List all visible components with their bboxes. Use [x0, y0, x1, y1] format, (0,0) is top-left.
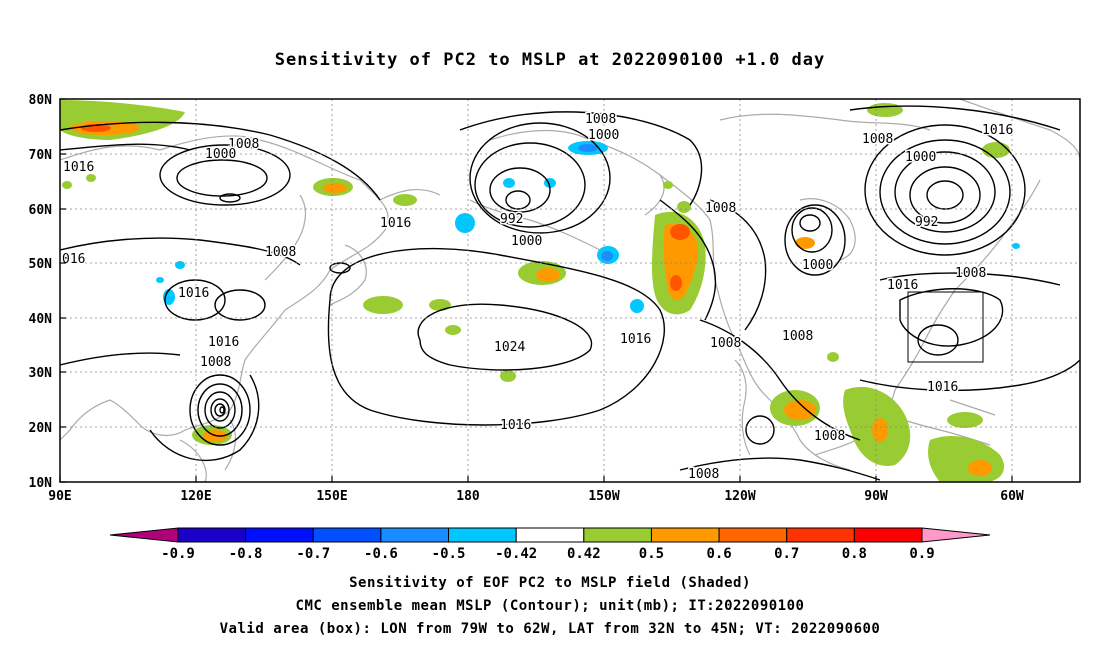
contour-label: 1000 — [802, 258, 833, 273]
colorbar-cell — [312, 527, 382, 543]
contour-label: 1016 — [887, 278, 918, 293]
contour-label: 1000 — [905, 150, 936, 165]
contour-label: 1016 — [620, 332, 651, 347]
contour-label: 1008 — [585, 112, 616, 127]
footer-line-2: CMC ensemble mean MSLP (Contour); unit(m… — [295, 598, 805, 614]
contour-label: 1000 — [511, 234, 542, 249]
contour-label: 1000 — [588, 128, 619, 143]
colorbar-cell — [583, 527, 652, 543]
contour-label: 1008 — [710, 336, 741, 351]
lon-label: 180 — [456, 489, 480, 504]
colorbar-label: 0.9 — [909, 546, 934, 562]
contour-label: 992 — [500, 212, 523, 227]
colorbar-label: -0.8 — [229, 546, 263, 562]
map-border — [59, 98, 1081, 483]
colorbar-label: 0.5 — [639, 546, 664, 562]
lat-label: 70N — [29, 148, 53, 163]
contour-label: 1000 — [205, 147, 236, 162]
lon-label: 90W — [864, 489, 888, 504]
contour-label: 1008 — [814, 429, 845, 444]
lat-label: 80N — [29, 93, 53, 108]
colorbar-cell — [515, 527, 585, 543]
lon-label: 120W — [724, 489, 755, 504]
colorbar-label: -0.6 — [364, 546, 398, 562]
lat-label: 20N — [29, 421, 53, 436]
axis-ticks — [59, 98, 1013, 483]
contour-label: 1008 — [200, 355, 231, 370]
contour-label: 1008 — [228, 137, 259, 152]
lon-label: 150E — [316, 489, 347, 504]
colorbar-label: -0.7 — [296, 546, 330, 562]
colorbar-cell — [650, 527, 720, 543]
contour-label: 1016 — [982, 123, 1013, 138]
validity-box — [907, 291, 984, 363]
colorbar-label: 0.6 — [706, 546, 731, 562]
contour-label: 1008 — [688, 467, 719, 482]
colorbar-cell — [853, 527, 923, 543]
contour-label: 1008 — [782, 329, 813, 344]
colorbar-cell — [245, 527, 314, 543]
colorbar-label: -0.5 — [432, 546, 466, 562]
contour-label: 016 — [62, 252, 85, 267]
lat-label: 60N — [29, 203, 53, 218]
colorbar-right-arrow — [921, 527, 991, 543]
contour-label: 1016 — [500, 418, 531, 433]
contour-label: 1024 — [494, 340, 525, 355]
footer-line-1: Sensitivity of EOF PC2 to MSLP field (Sh… — [349, 575, 751, 591]
lon-label: 60W — [1000, 489, 1024, 504]
colorbar-label: -0.9 — [161, 546, 195, 562]
lat-label: 10N — [29, 476, 53, 491]
colorbar-cell — [177, 527, 247, 543]
contour-label: 1008 — [265, 245, 296, 260]
contour-labels: 1008 1000 1016 1008 1000 992 1000 1016 1… — [61, 111, 1015, 484]
colorbar-label: -0.42 — [495, 546, 537, 562]
map-gridlines — [60, 99, 1080, 482]
mslp-contours — [60, 105, 1080, 481]
lon-label: 120E — [180, 489, 211, 504]
lat-label: 50N — [29, 257, 53, 272]
contour-label: 1008 — [862, 132, 893, 147]
contour-label: 1016 — [927, 380, 958, 395]
coastlines — [60, 99, 1080, 482]
contour-label: 1008 — [955, 266, 986, 281]
lon-label: 90E — [48, 489, 71, 504]
lat-labels: 80N 70N 60N 50N 40N 30N 20N 10N — [29, 93, 53, 491]
contour-label: 1016 — [380, 216, 411, 231]
lat-label: 30N — [29, 366, 53, 381]
colorbar-label: 0.42 — [567, 546, 601, 562]
lon-label: 150W — [588, 489, 619, 504]
colorbar-label: 0.7 — [774, 546, 799, 562]
lat-label: 40N — [29, 312, 53, 327]
contour-label: 1016 — [63, 160, 94, 175]
colorbar: -0.9 -0.8 -0.7 -0.6 -0.5 -0.42 0.42 0.5 0.6 0.7 0.… — [109, 527, 991, 562]
colorbar-left-arrow — [109, 527, 179, 543]
colorbar-cell — [786, 527, 855, 543]
lon-labels: 90E 120E 150E 180 150W 120W 90W 60W — [48, 489, 1024, 504]
colorbar-cell — [448, 527, 517, 543]
sensitivity-shading — [60, 100, 1020, 482]
footer-line-3: Valid area (box): LON from 79W to 62W, L… — [219, 621, 881, 637]
contour-label: 1016 — [178, 286, 209, 301]
colorbar-label: 0.8 — [842, 546, 867, 562]
colorbar-cell — [380, 527, 450, 543]
contour-label: 1008 — [705, 201, 736, 216]
colorbar-cell — [718, 527, 788, 543]
contour-label: 1016 — [208, 335, 239, 350]
map-title: Sensitivity of PC2 to MSLP at 2022090100… — [274, 50, 826, 70]
contour-label: 992 — [915, 215, 938, 230]
